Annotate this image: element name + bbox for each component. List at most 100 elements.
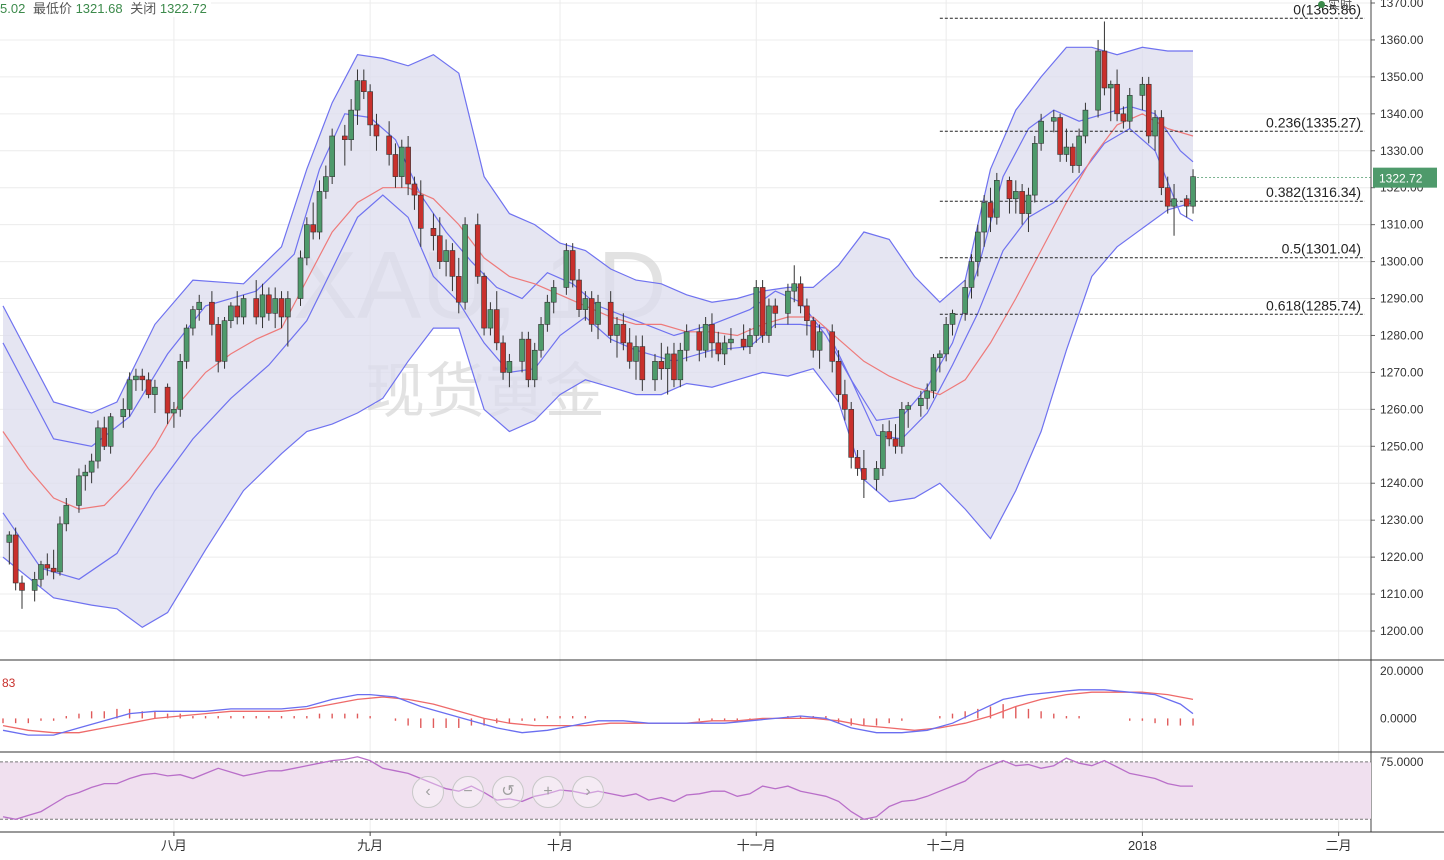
candle[interactable] xyxy=(1050,110,1057,133)
candle[interactable] xyxy=(196,294,203,321)
candle[interactable] xyxy=(152,379,158,414)
candle[interactable] xyxy=(658,342,665,380)
candlesticks[interactable] xyxy=(6,21,1196,609)
candle[interactable] xyxy=(620,313,627,351)
candle[interactable] xyxy=(44,553,51,576)
candle[interactable] xyxy=(1057,113,1063,162)
candle[interactable] xyxy=(443,239,449,277)
candle[interactable] xyxy=(354,69,361,125)
candle[interactable] xyxy=(430,213,437,251)
candle[interactable] xyxy=(139,368,146,391)
candle[interactable] xyxy=(1114,69,1120,122)
candle[interactable] xyxy=(304,217,310,266)
candle[interactable] xyxy=(234,291,241,325)
candle[interactable] xyxy=(133,368,139,391)
candle[interactable] xyxy=(835,350,842,402)
candle[interactable] xyxy=(278,291,285,329)
candle[interactable] xyxy=(544,294,551,332)
candle[interactable] xyxy=(652,353,658,391)
candle[interactable] xyxy=(323,165,329,199)
candle[interactable] xyxy=(107,413,114,454)
candle[interactable] xyxy=(38,560,44,587)
candle[interactable] xyxy=(588,291,595,332)
candle[interactable] xyxy=(994,172,1000,225)
rsi-panel[interactable]: 75.0000 xyxy=(0,755,1424,820)
candle[interactable] xyxy=(804,298,810,336)
fibonacci-levels[interactable]: 0(1365.86) 0.236(1335.27) 0.382(1316.34) 0.… xyxy=(939,1,1365,315)
candle[interactable] xyxy=(747,328,753,354)
candle[interactable] xyxy=(525,331,532,388)
candle[interactable] xyxy=(329,128,335,185)
candle[interactable] xyxy=(1120,106,1127,129)
candle[interactable] xyxy=(975,224,981,277)
candle[interactable] xyxy=(190,305,196,336)
candle[interactable] xyxy=(481,272,487,336)
candle[interactable] xyxy=(164,383,171,425)
candle[interactable] xyxy=(595,294,601,340)
candle[interactable] xyxy=(614,317,620,358)
candle[interactable] xyxy=(462,217,468,310)
candle[interactable] xyxy=(215,317,222,373)
candle[interactable] xyxy=(981,195,987,247)
candle[interactable] xyxy=(683,324,690,362)
macd-panel[interactable]: 20.0000 0.0000 83 xyxy=(2,664,1424,736)
candle[interactable] xyxy=(57,516,63,576)
candle[interactable] xyxy=(1095,39,1101,118)
candle[interactable] xyxy=(569,243,576,288)
candle[interactable] xyxy=(493,291,500,351)
candle[interactable] xyxy=(1031,135,1038,203)
candle[interactable] xyxy=(880,424,886,476)
candle[interactable] xyxy=(1063,128,1070,162)
candle[interactable] xyxy=(531,342,538,388)
candle[interactable] xyxy=(240,294,247,325)
candle[interactable] xyxy=(50,549,57,580)
candle[interactable] xyxy=(120,398,127,428)
candle[interactable] xyxy=(696,324,703,362)
candle[interactable] xyxy=(753,280,760,343)
candle[interactable] xyxy=(373,113,380,151)
candle[interactable] xyxy=(1145,76,1152,144)
candle[interactable] xyxy=(1158,110,1165,196)
candle[interactable] xyxy=(297,250,304,306)
candle[interactable] xyxy=(1076,128,1082,173)
candle[interactable] xyxy=(937,350,943,373)
candle[interactable] xyxy=(221,317,228,369)
candle[interactable] xyxy=(873,461,880,491)
candle[interactable] xyxy=(177,353,184,417)
candle[interactable] xyxy=(316,180,323,240)
reset-zoom-button[interactable]: ↺ xyxy=(492,776,524,808)
candle[interactable] xyxy=(1139,76,1146,111)
candle[interactable] xyxy=(1082,102,1089,144)
candle[interactable] xyxy=(82,464,89,491)
candle[interactable] xyxy=(1183,195,1190,218)
candle[interactable] xyxy=(474,213,481,284)
candle[interactable] xyxy=(183,324,190,369)
candle[interactable] xyxy=(95,420,101,469)
candle[interactable] xyxy=(905,401,911,428)
candle[interactable] xyxy=(987,187,994,233)
candle[interactable] xyxy=(740,324,747,351)
candle[interactable] xyxy=(563,243,570,295)
candle[interactable] xyxy=(715,331,722,362)
candle[interactable] xyxy=(791,265,798,303)
candle[interactable] xyxy=(892,424,899,454)
candle[interactable] xyxy=(361,69,367,100)
candle[interactable] xyxy=(639,335,646,391)
candle[interactable] xyxy=(417,180,424,247)
candle[interactable] xyxy=(582,291,589,321)
scroll-left-button[interactable]: ‹ xyxy=(412,776,444,808)
candle[interactable] xyxy=(101,416,108,450)
candle[interactable] xyxy=(538,317,544,358)
candle[interactable] xyxy=(1025,187,1032,233)
candle[interactable] xyxy=(854,449,861,476)
candle[interactable] xyxy=(76,468,82,513)
candle[interactable] xyxy=(310,202,316,240)
candle[interactable] xyxy=(766,298,772,343)
candle[interactable] xyxy=(626,328,633,369)
candle[interactable] xyxy=(759,280,766,343)
candle[interactable] xyxy=(171,401,177,428)
candle[interactable] xyxy=(797,276,804,314)
candle[interactable] xyxy=(785,283,791,325)
